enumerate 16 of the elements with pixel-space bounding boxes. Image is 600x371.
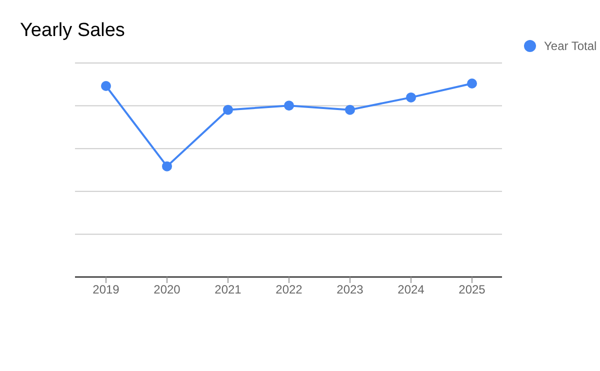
point bbox=[467, 78, 477, 89]
chart-title: Yearly Sales bbox=[20, 20, 125, 42]
x-tick-label: 2023 bbox=[336, 282, 364, 297]
point bbox=[406, 92, 416, 102]
x-tick-label: 2020 bbox=[154, 282, 181, 297]
legend-label: Year Total bbox=[544, 39, 597, 53]
point bbox=[284, 100, 294, 111]
x-tick-label: 2019 bbox=[92, 282, 120, 297]
x-tick-label: 2022 bbox=[276, 282, 303, 297]
point bbox=[101, 81, 111, 92]
point bbox=[345, 104, 355, 115]
point bbox=[162, 161, 172, 172]
x-tick-label: 2021 bbox=[214, 282, 242, 297]
x-tick-label: 2024 bbox=[398, 282, 425, 297]
x-tick-label: 2025 bbox=[458, 282, 486, 297]
point bbox=[223, 104, 233, 115]
